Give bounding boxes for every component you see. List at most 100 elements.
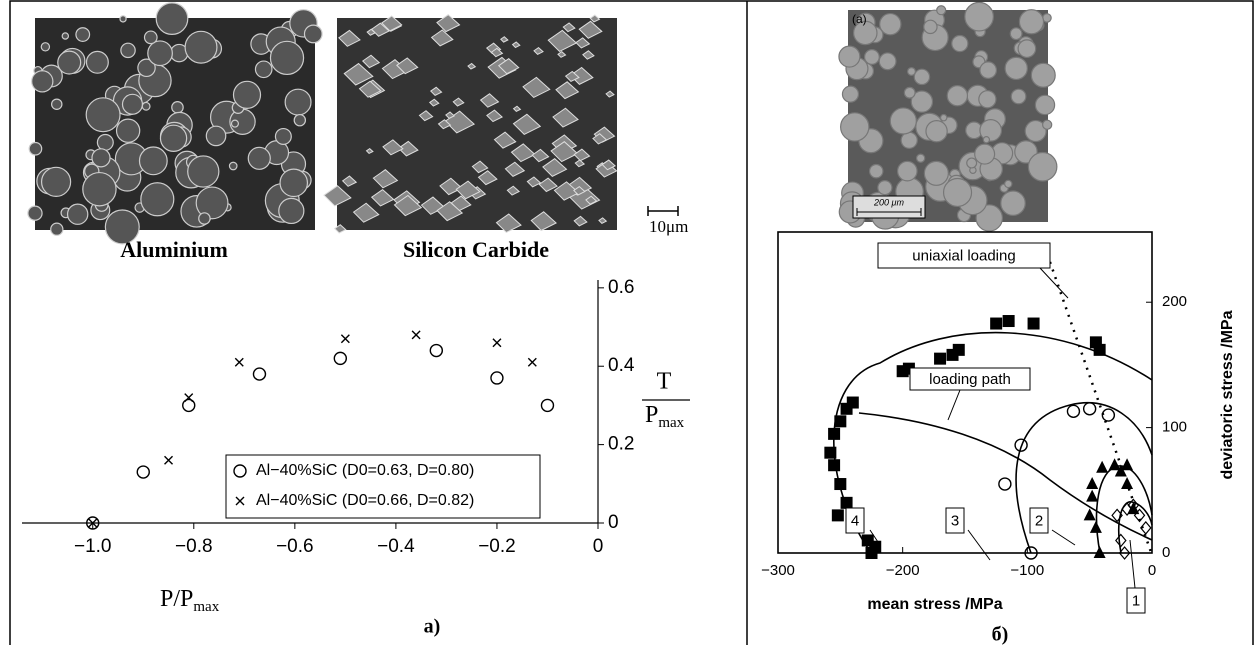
grain — [865, 50, 880, 65]
grain — [270, 41, 303, 74]
grain — [141, 183, 174, 216]
grain — [233, 81, 260, 108]
marker — [953, 344, 965, 356]
scale-label: 10μm — [649, 217, 688, 236]
grain — [58, 51, 81, 74]
annotation: loading path — [929, 371, 1011, 388]
y-label-den: Pmax — [645, 402, 685, 432]
grain — [92, 149, 110, 167]
marker — [832, 509, 844, 521]
grain — [28, 206, 42, 220]
marker — [1084, 403, 1096, 415]
grain — [248, 147, 270, 169]
marker — [834, 415, 846, 427]
marker — [1086, 477, 1098, 489]
grain — [275, 129, 291, 145]
grain — [979, 91, 996, 108]
marker — [847, 397, 859, 409]
grain — [156, 3, 188, 35]
x-tick-label: −100 — [1010, 562, 1044, 579]
grain — [924, 20, 937, 33]
marker — [1003, 315, 1015, 327]
y-tick-label: 0.2 — [608, 434, 634, 455]
y-tick-label: 0.6 — [608, 277, 634, 298]
marker — [834, 478, 846, 490]
grain — [160, 125, 186, 151]
page: Aluminium Silicon Carbide 10μm (a) 200 μ… — [0, 0, 1255, 645]
grain — [42, 167, 71, 196]
y-tick-label: 0 — [608, 512, 619, 533]
marker — [1102, 409, 1114, 421]
grain — [52, 99, 62, 109]
grain — [68, 204, 88, 224]
grain — [144, 31, 157, 44]
annotation: 2 — [1035, 512, 1043, 529]
grain — [280, 169, 307, 196]
grain — [1031, 63, 1055, 87]
grain — [142, 102, 150, 110]
grain — [904, 87, 915, 98]
grain — [122, 94, 142, 114]
marker — [934, 353, 946, 365]
y-label-den-text: P — [645, 402, 658, 428]
marker — [990, 318, 1002, 330]
grain — [294, 115, 305, 126]
grain — [120, 16, 126, 22]
x-tick-label: −0.4 — [377, 536, 415, 557]
x-tick-label: −200 — [886, 562, 920, 579]
grain — [839, 46, 860, 67]
grain — [29, 143, 41, 155]
grain — [86, 51, 108, 73]
grain — [117, 119, 140, 142]
legend-label: Al−40%SiC (D0=0.63, D=0.80) — [256, 462, 474, 479]
marker — [1116, 534, 1126, 546]
annotation: uniaxial loading — [912, 247, 1015, 264]
marker — [412, 331, 420, 339]
y-tick-label: 100 — [1162, 419, 1187, 436]
grain — [901, 132, 917, 148]
grain — [980, 62, 996, 78]
x-tick-label: −300 — [761, 562, 795, 579]
x-tick-label: 0 — [593, 536, 604, 557]
grain — [1005, 180, 1012, 187]
grain — [1011, 89, 1026, 104]
y-tick-label: 200 — [1162, 293, 1187, 310]
grain — [1001, 191, 1025, 215]
marker — [185, 394, 193, 402]
marker — [999, 478, 1011, 490]
photo-label: Silicon Carbide — [403, 237, 549, 262]
grain — [980, 120, 1002, 142]
marker — [165, 456, 173, 464]
marker — [1067, 405, 1079, 417]
x-tick-label: −0.6 — [276, 536, 314, 557]
loading-path — [859, 413, 1152, 540]
grain — [898, 161, 917, 180]
series — [824, 315, 1105, 559]
x-label-sub: max — [193, 599, 219, 615]
grain — [1035, 95, 1054, 114]
caption: б) — [992, 624, 1009, 645]
marker — [1094, 546, 1106, 558]
grain — [914, 69, 929, 84]
legend-entry: Al−40%SiC (D0=0.66, D=0.82) — [236, 492, 474, 509]
marker — [828, 459, 840, 471]
grain — [231, 120, 238, 127]
grain — [967, 158, 977, 168]
grain — [199, 213, 210, 224]
grain — [1019, 10, 1043, 34]
grain — [188, 156, 219, 187]
grain — [842, 86, 858, 102]
scale-bar — [648, 206, 678, 216]
grain — [917, 154, 925, 162]
plot-frame — [778, 232, 1152, 553]
x-tick-label: −1.0 — [74, 536, 112, 557]
inset-scale-label: 200 μm — [873, 197, 904, 207]
grain — [878, 181, 892, 195]
grain — [206, 126, 225, 145]
marker — [253, 368, 265, 380]
annotation: 4 — [851, 512, 859, 529]
grain — [285, 89, 311, 115]
x-tick-label: −0.2 — [478, 536, 516, 557]
grain — [1043, 120, 1052, 129]
x-label: P/Pmax — [160, 586, 220, 616]
